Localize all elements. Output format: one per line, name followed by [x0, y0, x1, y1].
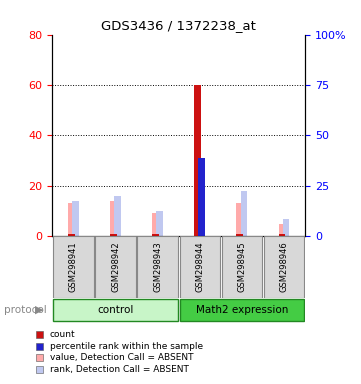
Bar: [110, 233, 117, 236]
Bar: [179, 236, 220, 298]
Text: count: count: [50, 330, 75, 339]
Bar: [72, 201, 79, 236]
Bar: [53, 236, 93, 298]
Bar: [110, 201, 117, 236]
Bar: [240, 191, 247, 236]
Text: value, Detection Call = ABSENT: value, Detection Call = ABSENT: [50, 353, 193, 362]
Bar: [199, 158, 205, 236]
Title: GDS3436 / 1372238_at: GDS3436 / 1372238_at: [101, 19, 256, 32]
Text: GSM298942: GSM298942: [111, 242, 120, 292]
Bar: [279, 233, 285, 236]
FancyBboxPatch shape: [53, 299, 178, 321]
Text: protocol: protocol: [4, 305, 46, 314]
Bar: [194, 85, 201, 236]
Text: GSM298941: GSM298941: [69, 242, 78, 292]
Text: GSM298945: GSM298945: [238, 242, 246, 292]
Bar: [283, 218, 290, 236]
FancyBboxPatch shape: [179, 299, 304, 321]
Text: rank, Detection Call = ABSENT: rank, Detection Call = ABSENT: [50, 365, 189, 374]
Text: GSM298946: GSM298946: [279, 242, 288, 292]
Bar: [114, 196, 121, 236]
Bar: [152, 214, 159, 236]
Text: Math2 expression: Math2 expression: [196, 305, 288, 314]
Bar: [95, 236, 136, 298]
Bar: [264, 236, 304, 298]
Text: GSM298944: GSM298944: [195, 242, 204, 292]
Bar: [236, 233, 243, 236]
Text: percentile rank within the sample: percentile rank within the sample: [50, 342, 203, 351]
Bar: [279, 223, 285, 236]
Bar: [68, 204, 75, 236]
Bar: [236, 204, 243, 236]
Text: control: control: [97, 305, 134, 314]
Text: ▶: ▶: [35, 305, 44, 314]
Bar: [152, 233, 159, 236]
Bar: [68, 233, 75, 236]
Bar: [138, 236, 178, 298]
Bar: [222, 236, 262, 298]
Text: GSM298943: GSM298943: [153, 242, 162, 292]
Bar: [156, 211, 163, 236]
